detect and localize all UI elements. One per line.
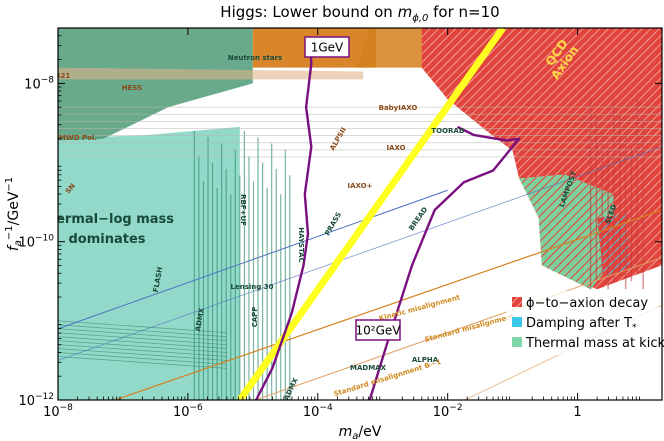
annotation-label: H421: [50, 72, 71, 80]
y-tick-label: 10−8: [24, 75, 54, 92]
standard-misalignment-line: [254, 257, 662, 400]
x-axis-label: ma/eV: [339, 424, 382, 441]
mixed-hatch-region: [519, 174, 617, 290]
annotation-label: BabyIAXO: [379, 104, 418, 112]
annotation-label: Neutron stars: [228, 54, 282, 62]
annotation-label: dominates: [68, 232, 145, 247]
annotation-label: CAPP: [251, 307, 259, 328]
annotation-label: IAXO: [386, 144, 405, 152]
x-tick-label: 10−2: [433, 403, 463, 420]
haloscope-band-line: [58, 320, 227, 334]
x-tick-label: 10−8: [43, 403, 73, 420]
legend-swatch: [512, 297, 522, 307]
contour-line-1: [368, 125, 521, 400]
qcd-axion-band: [236, 28, 506, 400]
light-orange-band: [58, 67, 364, 80]
annotation-label: PRASS: [323, 211, 343, 237]
annotation-label: Kinetic misalignment: [378, 293, 461, 323]
haloscope-band-line: [58, 352, 227, 365]
legend-swatch: [512, 337, 522, 347]
haloscope-band-line: [58, 332, 227, 345]
legend: ϕ−to−axion decay Damping after T* Thermal …: [506, 291, 664, 355]
annotation-label: RBF+UF: [239, 194, 247, 226]
legend-swatch: [512, 317, 522, 327]
annotation-label: Standard misalignment: [424, 312, 516, 344]
haloscope-band-line: [58, 356, 227, 369]
annotation-label: IAXO+: [348, 182, 373, 190]
annotation-label: ALPSII: [328, 126, 348, 152]
x-tick-label: 10−4: [303, 403, 333, 420]
annotation-label: ALPHA: [412, 356, 439, 364]
plot-area: [58, 28, 662, 400]
contour-line-0: [255, 39, 313, 400]
blue-diagonal-line: [58, 146, 662, 361]
contour-label: 10²GeV: [356, 324, 402, 338]
annotation-label: MWD Pol.: [59, 134, 97, 142]
annotation-label: HESS: [122, 84, 142, 92]
x-tick-label: 10−6: [173, 403, 203, 420]
plot-frame: [57, 27, 663, 401]
legend-label: ϕ−to−axion decay: [526, 296, 648, 311]
contour-label: 1GeV: [311, 41, 344, 55]
y-axis-label: fa−1/GeV−1: [4, 177, 24, 251]
kinetic-misalignment-line: [113, 209, 662, 400]
contour-label-box: [304, 36, 350, 58]
legend-label: Damping after T*: [526, 316, 637, 333]
contour-label-box: [355, 319, 401, 341]
y-tick-label: 10−10: [18, 234, 54, 251]
chart-title: Higgs: Lower bound on mϕ,0 for n=10: [220, 3, 499, 24]
annotation-label: TOORAD: [431, 127, 464, 135]
annotation-label: Lensing 30: [231, 283, 274, 291]
dark-green-region: [58, 28, 253, 141]
annotation-label: Thermal−log mass: [38, 212, 174, 227]
axes: 10−8 10−6 10−4 10−2 1 10−12 10−10 10−8: [18, 27, 662, 420]
y-tick-label: 10−12: [18, 392, 54, 409]
annotation-label: MADMAX: [350, 364, 387, 372]
annotation-label: HAYSTAC: [297, 227, 305, 263]
legend-label: Thermal mass at kick: [525, 336, 664, 351]
haloscope-band-line: [58, 344, 227, 357]
legend-background: [506, 291, 658, 355]
haloscope-band-line: [58, 340, 227, 353]
blue-diagonal-line: [58, 189, 448, 330]
haloscope-band-line: [58, 336, 227, 349]
orange-upper-region: [356, 28, 442, 68]
haloscope-band-line: [58, 328, 227, 342]
x-tick-label: 1: [573, 405, 581, 420]
